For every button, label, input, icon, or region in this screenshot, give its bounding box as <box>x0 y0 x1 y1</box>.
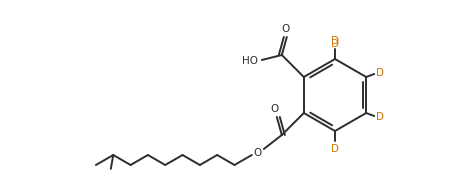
Text: D: D <box>375 68 383 78</box>
Text: O: O <box>253 148 261 158</box>
Text: D: D <box>330 39 338 49</box>
Text: D: D <box>330 144 338 154</box>
Text: O: O <box>281 24 289 34</box>
Text: D: D <box>330 36 338 46</box>
Text: D: D <box>375 112 383 122</box>
Text: O: O <box>270 104 278 114</box>
Text: HO: HO <box>241 56 257 66</box>
